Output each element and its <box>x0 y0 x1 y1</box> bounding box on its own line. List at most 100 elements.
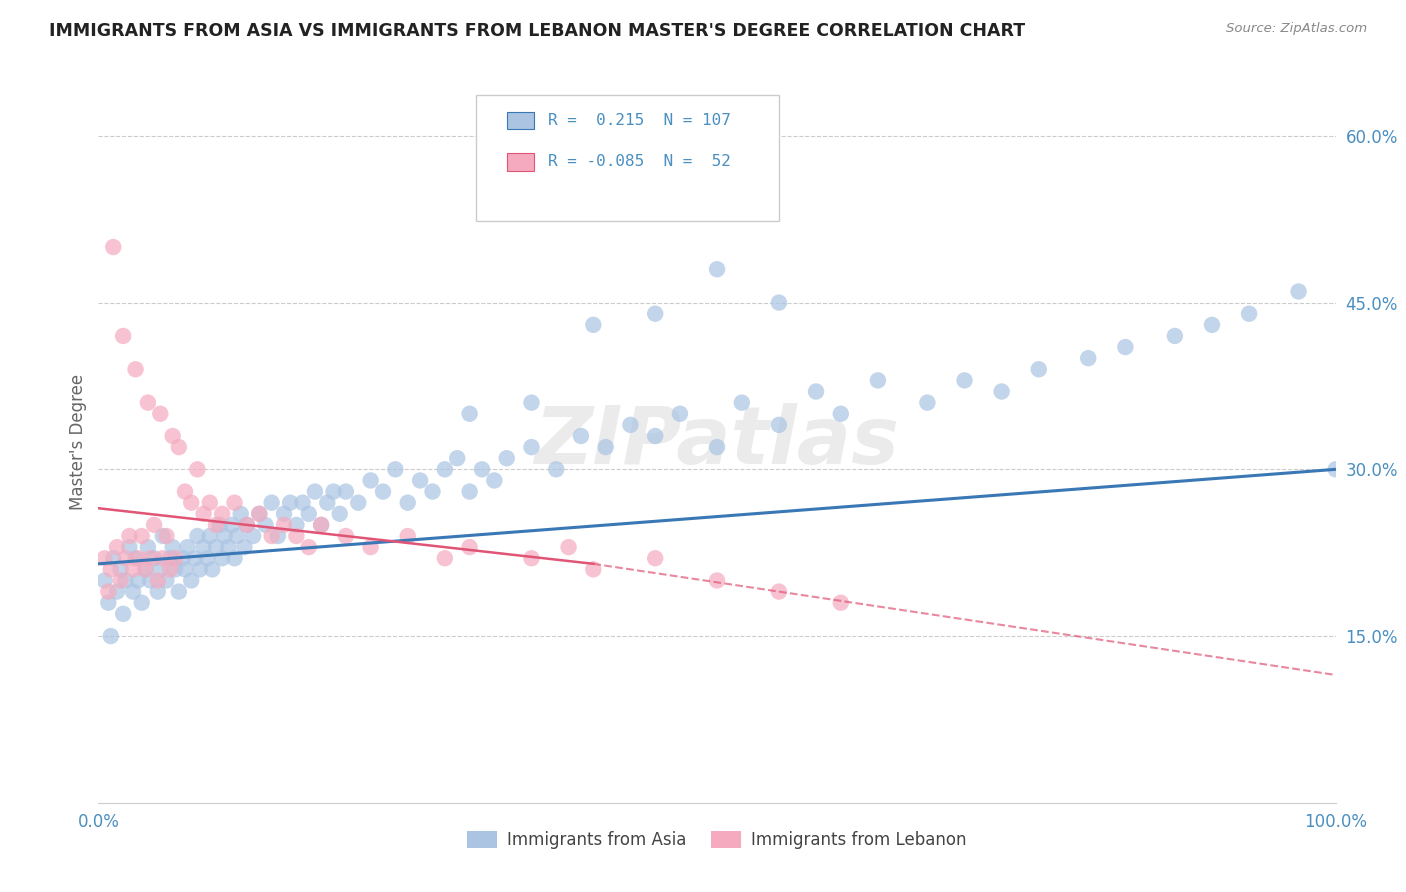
Point <box>471 462 494 476</box>
Point <box>1288 285 1310 299</box>
Point <box>122 562 145 576</box>
Point <box>100 562 122 576</box>
Point <box>557 540 579 554</box>
Point <box>186 462 208 476</box>
Point <box>134 562 156 576</box>
Point <box>917 395 939 409</box>
Point <box>184 551 207 566</box>
Point <box>198 496 221 510</box>
Point <box>260 529 283 543</box>
Point <box>458 484 481 499</box>
Legend: Immigrants from Asia, Immigrants from Lebanon: Immigrants from Asia, Immigrants from Le… <box>460 824 974 856</box>
Point <box>520 395 543 409</box>
Point <box>201 562 224 576</box>
Point <box>214 529 236 543</box>
Point <box>304 484 326 499</box>
Point <box>731 395 754 409</box>
Point <box>309 517 332 532</box>
Point <box>298 540 321 554</box>
Point <box>167 584 190 599</box>
Point <box>484 474 506 488</box>
Point <box>146 584 169 599</box>
Point <box>1028 362 1050 376</box>
Point <box>162 429 184 443</box>
Point <box>644 307 666 321</box>
Point <box>155 574 177 588</box>
Point <box>569 429 592 443</box>
Point <box>830 596 852 610</box>
Point <box>520 551 543 566</box>
Point <box>127 551 149 566</box>
Point <box>221 517 243 532</box>
Point <box>105 584 128 599</box>
Point <box>233 540 256 554</box>
Point <box>134 562 156 576</box>
Point <box>1077 351 1099 366</box>
Point <box>322 484 344 499</box>
Point <box>409 474 432 488</box>
Point <box>458 540 481 554</box>
Point <box>172 551 194 566</box>
Point <box>236 517 259 532</box>
Point <box>180 574 202 588</box>
Point <box>273 517 295 532</box>
Point <box>335 529 357 543</box>
Point <box>768 417 790 432</box>
Point <box>205 540 228 554</box>
Point <box>143 517 166 532</box>
Point <box>97 596 120 610</box>
Point <box>458 407 481 421</box>
Point <box>224 551 246 566</box>
Point <box>180 496 202 510</box>
Point <box>105 540 128 554</box>
Point <box>112 607 135 621</box>
Point <box>495 451 517 466</box>
Point <box>804 384 827 399</box>
Point <box>360 474 382 488</box>
Bar <box>506 153 534 170</box>
Point <box>139 574 162 588</box>
Point <box>1114 340 1136 354</box>
Y-axis label: Master's Degree: Master's Degree <box>69 374 87 509</box>
Point <box>97 584 120 599</box>
Point <box>114 574 136 588</box>
Point <box>706 440 728 454</box>
Point <box>159 562 181 576</box>
Point <box>866 373 889 387</box>
Point <box>131 529 153 543</box>
Point <box>93 551 115 566</box>
Point <box>706 262 728 277</box>
Point <box>644 551 666 566</box>
Point <box>195 551 218 566</box>
Text: R =  0.215  N = 107: R = 0.215 N = 107 <box>547 113 731 128</box>
Point <box>520 440 543 454</box>
Text: Source: ZipAtlas.com: Source: ZipAtlas.com <box>1226 22 1367 36</box>
Point <box>100 629 122 643</box>
Point <box>619 417 641 432</box>
Point <box>247 507 270 521</box>
Point <box>193 540 215 554</box>
Point <box>124 362 146 376</box>
Text: ZIPatlas: ZIPatlas <box>534 402 900 481</box>
Point <box>124 551 146 566</box>
Point <box>110 574 132 588</box>
Point <box>211 551 233 566</box>
Point <box>211 507 233 521</box>
Point <box>236 517 259 532</box>
Point <box>669 407 692 421</box>
Point <box>433 551 456 566</box>
Point <box>114 551 136 566</box>
Point <box>1237 307 1260 321</box>
Point <box>316 496 339 510</box>
Point <box>309 517 332 532</box>
Point <box>136 540 159 554</box>
Point <box>143 551 166 566</box>
Point <box>1201 318 1223 332</box>
Point <box>681 185 703 199</box>
Point <box>396 496 419 510</box>
Bar <box>506 112 534 129</box>
Point <box>396 529 419 543</box>
Point <box>136 395 159 409</box>
Point <box>229 507 252 521</box>
Text: IMMIGRANTS FROM ASIA VS IMMIGRANTS FROM LEBANON MASTER'S DEGREE CORRELATION CHAR: IMMIGRANTS FROM ASIA VS IMMIGRANTS FROM … <box>49 22 1025 40</box>
